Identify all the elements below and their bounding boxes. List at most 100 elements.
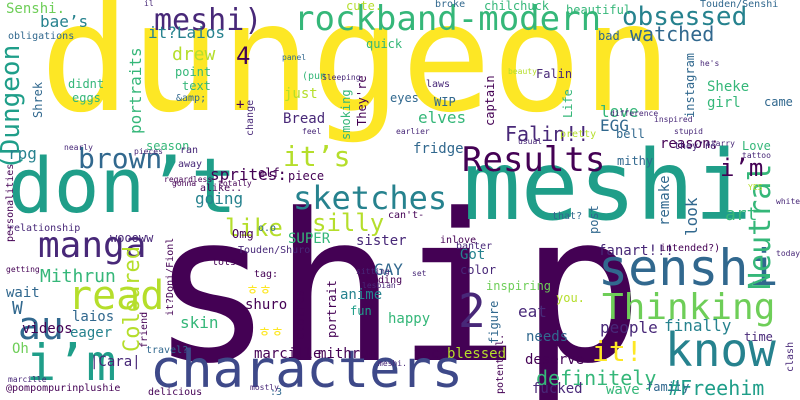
word-baes: bae’s xyxy=(40,12,89,31)
word-manga: manga xyxy=(38,225,147,266)
word-stupid: stupid xyxy=(674,127,703,136)
word-marcille2: marcille xyxy=(8,375,47,384)
word-lesbian: lesbian xyxy=(362,281,396,290)
word-mostly: mostly xyxy=(250,383,279,392)
word-feel: feel xyxy=(302,127,322,136)
word-love2: Love xyxy=(742,139,771,153)
word-portraits: portraits xyxy=(126,47,145,134)
word-life: Life xyxy=(561,89,575,118)
word-lots: lots xyxy=(212,257,237,268)
word-senshi: senshi xyxy=(598,239,779,297)
word-senshi-dot: Senshi. xyxy=(6,1,66,17)
word-change: change xyxy=(245,99,256,136)
word-gonna: gonna xyxy=(172,179,197,188)
word-thinking: Thinking xyxy=(602,287,776,328)
word-reason: reason: xyxy=(660,136,720,152)
word-beautiful: beautiful xyxy=(566,3,632,17)
word-intended: intended?) xyxy=(660,243,721,254)
word-au: au xyxy=(18,304,64,348)
word-icara: |Cara| xyxy=(90,354,141,370)
word-clothes: clothes xyxy=(293,289,307,340)
word-colon3: :3 xyxy=(270,387,283,398)
word-obsessed: obsessed xyxy=(622,2,748,32)
word-personalities: personalities xyxy=(5,163,16,242)
word-just: just xyxy=(284,86,318,102)
word-mithy: mithy xyxy=(617,154,654,168)
word-results: Results xyxy=(462,140,606,180)
word-point: point xyxy=(175,65,212,79)
word-dungeon: dungeon xyxy=(40,0,673,146)
word-away: away xyxy=(178,159,203,170)
word-didnt: didnt xyxy=(68,77,105,91)
word-tag: tag: xyxy=(254,269,279,280)
word-remake: remake xyxy=(657,175,673,226)
word-pompom: @pompompurinplushie xyxy=(6,383,121,394)
word-theyre: They're xyxy=(355,75,369,126)
word-pun: (pun xyxy=(302,71,327,82)
word-quick: quick xyxy=(366,37,403,51)
word-came: came xyxy=(764,95,793,109)
word-art: art xyxy=(725,204,758,225)
word-pretty: pretty xyxy=(560,129,597,140)
word-starry: starry xyxy=(706,139,735,148)
word-obligations: obligations xyxy=(8,31,75,42)
word-it-excl: it! xyxy=(592,335,643,368)
word-freehim: #Freehim xyxy=(668,376,765,400)
word-smoking: smoking xyxy=(339,89,353,140)
word-set: set xyxy=(412,269,427,278)
word-laios: laios xyxy=(72,309,115,325)
word-panel: panel xyxy=(282,53,307,62)
word-alike: alike.. xyxy=(200,183,243,194)
word-you: you. xyxy=(556,291,585,305)
word-portrait: portrait xyxy=(325,280,339,338)
word-touden-senshi: Touden/Senshi xyxy=(700,0,779,10)
word-brown: brown xyxy=(78,142,163,175)
word-relationship: relationship xyxy=(8,223,81,234)
word-cute: cute. xyxy=(346,0,383,13)
word-watched: watched xyxy=(630,22,715,46)
word-color: color xyxy=(460,263,497,277)
word-travel: travel? xyxy=(146,345,189,356)
word-kr1: ㅎㅎ xyxy=(246,283,272,299)
word-taco: taco xyxy=(414,346,448,362)
word-going: going xyxy=(195,189,244,208)
word-elf: elf xyxy=(258,166,280,180)
word-definitely: definitely xyxy=(536,366,657,390)
word-laws: laws xyxy=(426,79,451,90)
word-sketches: sketches xyxy=(293,179,448,217)
word-egg: EGG xyxy=(600,116,629,135)
word-beauty: beauty xyxy=(508,67,537,76)
word-sitting: sitting xyxy=(356,267,390,276)
word-omg: Omg xyxy=(232,227,254,241)
word-theyre2: they’re xyxy=(674,141,717,152)
word-it-laios: it?Laios xyxy=(148,23,226,42)
word-totally: totally xyxy=(218,179,252,188)
word-usual: usual xyxy=(518,137,543,146)
word-falin: Falin xyxy=(536,67,573,81)
word-im-big: i’m xyxy=(26,334,117,392)
word-fucked: fucked xyxy=(532,381,583,397)
word-inspiring: inspiring xyxy=(486,279,552,293)
word-rpg: rpg xyxy=(8,144,37,163)
word-ship: ship xyxy=(150,171,644,400)
word-fanart: fanart!!! xyxy=(598,243,674,259)
word-amp: &amp; xyxy=(176,93,207,104)
word-text: text xyxy=(182,79,211,93)
word-delicious: delicious xyxy=(148,387,203,398)
word-meshi-big: meshi xyxy=(463,130,752,242)
word-like: like xyxy=(225,214,283,242)
word-today: today xyxy=(776,249,800,258)
word-shrek: Shrek xyxy=(31,81,45,118)
word-finally: finally xyxy=(664,316,732,335)
word-gay: GAY xyxy=(374,260,403,279)
word-captain: captain xyxy=(483,75,497,126)
word-wait: wait xyxy=(6,285,40,301)
word-elves: elves xyxy=(418,108,467,127)
word-needs: needs xyxy=(526,329,569,345)
word-im-small: i’m xyxy=(720,154,764,182)
word-rockband-modern: rockband-modern xyxy=(294,0,602,39)
word-it-doni: it?Doni/Fionl xyxy=(165,237,176,316)
word-mithrun-cap: Mithrun xyxy=(40,266,116,287)
word-skin: skin xyxy=(180,313,219,332)
